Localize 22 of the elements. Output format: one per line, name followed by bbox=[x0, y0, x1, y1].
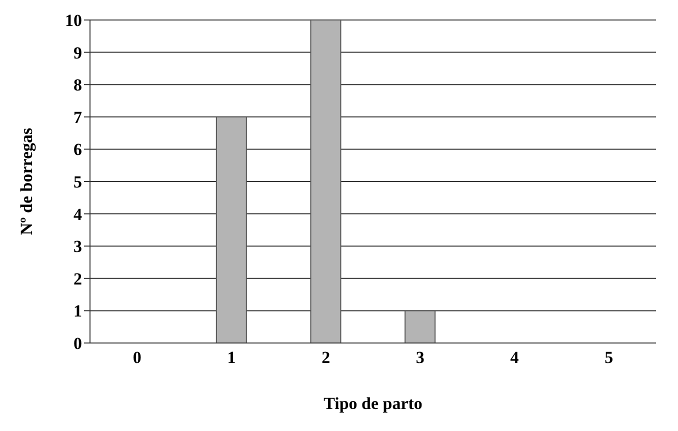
y-tick-label: 1 bbox=[74, 302, 82, 321]
y-tick-label: 6 bbox=[74, 140, 82, 160]
y-tick-label: 10 bbox=[65, 11, 82, 30]
x-tick-label: 2 bbox=[322, 348, 330, 368]
y-tick-label: 7 bbox=[74, 108, 82, 127]
y-tick-label: 8 bbox=[74, 76, 82, 95]
x-tick-label: 0 bbox=[132, 348, 142, 368]
y-tick-label: 5 bbox=[74, 172, 82, 192]
y-tick-label: 2 bbox=[74, 269, 82, 288]
bar bbox=[216, 116, 247, 343]
bar bbox=[404, 310, 436, 343]
y-tick-label: 9 bbox=[74, 43, 82, 62]
x-tick-label: 1 bbox=[227, 348, 236, 368]
y-tick-label: 4 bbox=[74, 204, 82, 224]
y-tick-label: 0 bbox=[74, 334, 82, 354]
x-axis-title: Tipo de parto bbox=[324, 394, 422, 413]
bar bbox=[310, 20, 342, 343]
y-tick-label: 3 bbox=[74, 237, 82, 256]
y-axis-title: Nº de borregas bbox=[17, 127, 36, 236]
x-tick-label: 4 bbox=[510, 348, 520, 368]
x-tick-label: 5 bbox=[604, 348, 614, 368]
x-tick-label: 3 bbox=[416, 348, 424, 368]
